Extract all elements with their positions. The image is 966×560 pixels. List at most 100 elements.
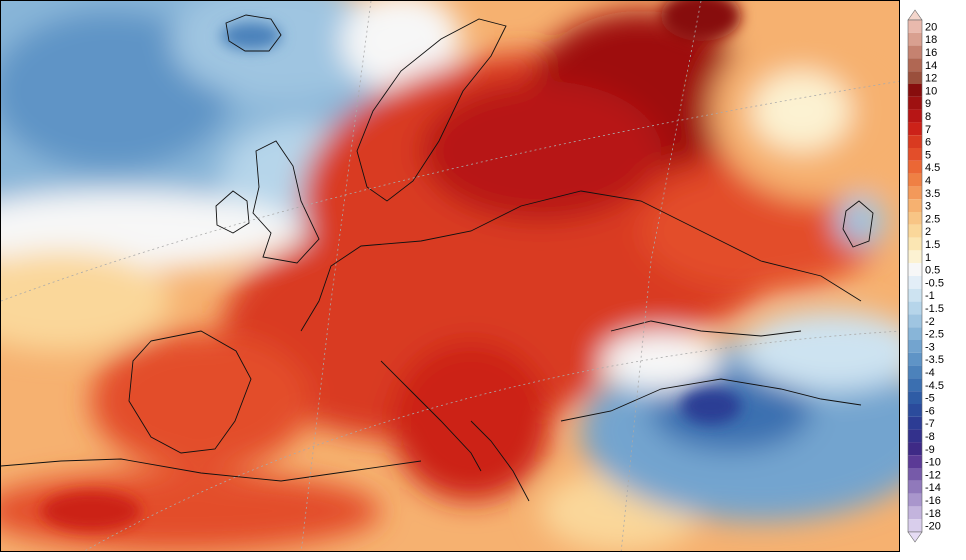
colorbar-label: 3: [925, 201, 931, 213]
colorbar-label: 1.5: [925, 239, 940, 251]
colorbar-label: -3: [925, 341, 935, 353]
italy-outline: [380, 360, 482, 472]
colorbar-swatch: [908, 416, 922, 430]
colorbar-swatch: [908, 442, 922, 456]
colorbar-label: -6: [925, 405, 935, 417]
colorbar-label: 1: [925, 252, 931, 264]
britain-outline: [252, 140, 320, 264]
colorbar-swatch: [908, 148, 922, 161]
colorbar-swatch: [908, 263, 922, 276]
colorbar-swatch: [908, 199, 922, 212]
colorbar-swatch: [908, 84, 922, 97]
colorbar-swatch: [908, 468, 922, 481]
colorbar-label: -18: [925, 508, 941, 520]
colorbar-label: -4: [925, 367, 935, 379]
colorbar-label: -12: [925, 469, 941, 481]
colorbar-label: -2.5: [925, 329, 944, 341]
caspian-outline: [842, 200, 874, 248]
colorbar-swatch: [908, 135, 922, 148]
colorbar-label: -20: [925, 521, 941, 533]
colorbar-swatch: [908, 340, 922, 353]
colorbar-label: -5: [925, 393, 935, 405]
colorbar-swatch: [908, 493, 922, 507]
north-africa-outline: [1, 458, 422, 482]
colorbar-swatch: [908, 224, 922, 238]
colorbar-label: -4.5: [925, 380, 944, 392]
colorbar-swatch: [908, 519, 922, 532]
balkans-outline: [470, 420, 530, 502]
colorbar-label: -1: [925, 290, 935, 302]
colorbar: 20 18 16 14 12 10 9 8 7 6 5 4.5 4 3.5 3 2.5 2 1.5 1 0.5 -0.5…: [906, 8, 966, 556]
colorbar-swatch: [908, 391, 922, 404]
colorbar-swatch: [908, 429, 922, 443]
colorbar-swatch: [908, 237, 922, 251]
colorbar-swatch: [908, 404, 922, 417]
colorbar-label: -10: [925, 457, 941, 469]
colorbar-canvas: 201816141210987654.543.532.521.510.5-0.5…: [907, 9, 944, 543]
colorbar-swatch: [908, 250, 922, 264]
colorbar-swatch: [908, 109, 922, 123]
map-canvas: [1, 1, 899, 551]
colorbar-label: 0.5: [925, 265, 940, 277]
iberia-outline: [128, 330, 252, 454]
colorbar-label: 2: [925, 226, 931, 238]
anomaly-detail: [41, 1, 741, 531]
scandinavia-outline: [356, 18, 507, 202]
colorbar-label: -3.5: [925, 354, 944, 366]
colorbar-swatch: [908, 122, 922, 136]
colorbar-swatch: [908, 20, 922, 33]
temperature-anomaly-map: [0, 0, 900, 552]
colorbar-swatch: [908, 480, 922, 494]
colorbar-label: -7: [925, 418, 935, 430]
continent-outline: [300, 190, 862, 332]
colorbar-swatch: [908, 71, 922, 84]
colorbar-swatch: [908, 365, 922, 379]
colorbar-swatch: [908, 173, 922, 187]
colorbar-label: 7: [925, 124, 931, 136]
colorbar-arrow-top: [907, 9, 923, 21]
colorbar-label: 18: [925, 34, 937, 46]
colorbar-label: 20: [925, 21, 937, 33]
colorbar-label: 12: [925, 73, 937, 85]
colorbar-swatch: [908, 378, 922, 392]
colorbar-swatch: [908, 186, 922, 200]
colorbar-swatch: [908, 160, 922, 174]
colorbar-label: -2: [925, 316, 935, 328]
colorbar-label: 16: [925, 47, 937, 59]
colorbar-swatch: [908, 288, 922, 302]
colorbar-swatch: [908, 314, 922, 328]
coastlines: [1, 14, 874, 502]
colorbar-label: -0.5: [925, 277, 944, 289]
colorbar-swatch: [908, 455, 922, 468]
colorbar-label: 5: [925, 149, 931, 161]
ireland-outline: [215, 190, 250, 234]
iceland-outline: [225, 14, 282, 52]
colorbar-swatch: [908, 58, 922, 72]
colorbar-swatch: [908, 32, 922, 46]
colorbar-label: 3.5: [925, 188, 940, 200]
colorbar-arrow-bottom: [907, 531, 923, 543]
colorbar-label: -14: [925, 482, 941, 494]
colorbar-swatch: [908, 45, 922, 59]
colorbar-label: 4: [925, 175, 931, 187]
colorbar-swatch: [908, 327, 922, 340]
graticule: [1, 1, 899, 551]
colorbar-label: 14: [925, 60, 937, 72]
anomaly-field: [1, 1, 899, 551]
colorbar-swatch: [908, 212, 922, 225]
colorbar-swatch: [908, 352, 922, 366]
colorbar-label: 8: [925, 111, 931, 123]
black-sea-outline: [610, 320, 802, 337]
colorbar-label: -9: [925, 444, 935, 456]
turkey-outline: [560, 378, 862, 422]
colorbar-label: 10: [925, 85, 937, 97]
colorbar-swatch: [908, 301, 922, 315]
colorbar-label: 4.5: [925, 162, 940, 174]
colorbar-swatch: [908, 276, 922, 289]
colorbar-label: -1.5: [925, 303, 944, 315]
colorbar-swatch: [908, 506, 922, 520]
colorbar-swatch: [908, 96, 922, 110]
colorbar-label: -16: [925, 495, 941, 507]
colorbar-label: 6: [925, 137, 931, 149]
colorbar-label: 9: [925, 98, 931, 110]
